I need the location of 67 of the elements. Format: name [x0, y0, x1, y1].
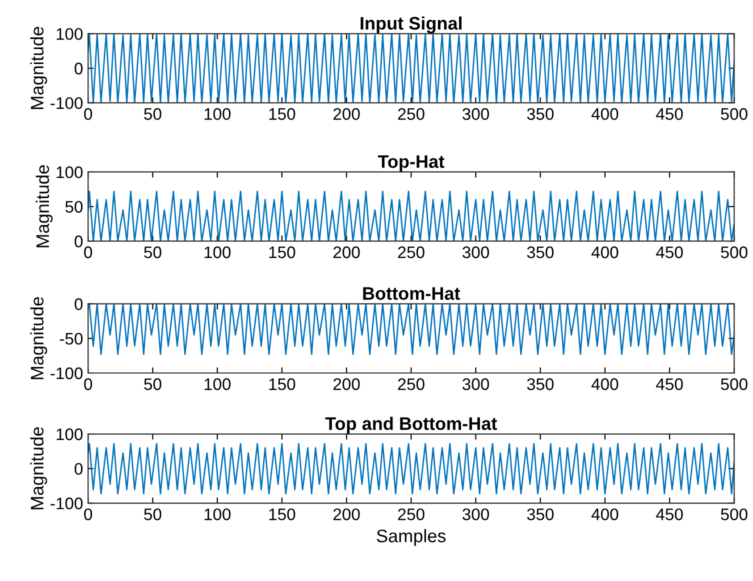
x-tick-label: 300: [462, 378, 489, 390]
x-tick-label: 300: [462, 108, 489, 120]
x-tick-label: 500: [720, 246, 748, 258]
x-tick-label: 350: [527, 108, 554, 120]
x-tick-label: 50: [144, 378, 162, 390]
x-tick-label: 500: [720, 508, 748, 520]
y-tick-label: 0: [74, 62, 83, 74]
x-tick-label: 200: [333, 108, 360, 120]
x-tick-label: 150: [269, 246, 296, 258]
y-axis-title: Magnitude: [30, 297, 48, 380]
x-tick-label: 350: [527, 378, 554, 390]
chart-title: Top and Bottom-Hat: [325, 416, 498, 434]
y-tick-label: -100: [50, 367, 83, 380]
x-tick-label: 150: [269, 508, 296, 520]
line-series: [88, 34, 734, 103]
chart-title: Top-Hat: [378, 155, 444, 172]
chart-title: Input Signal: [360, 16, 462, 34]
x-tick-label: 100: [204, 246, 231, 258]
x-tick-label: 250: [398, 378, 424, 390]
x-tick-label: 0: [84, 246, 92, 258]
y-tick-label: 0: [74, 298, 83, 310]
line-series: [88, 442, 734, 495]
x-tick-label: 100: [204, 378, 231, 390]
y-tick-label: -100: [50, 97, 83, 110]
x-tick-label: 200: [333, 508, 360, 520]
y-tick-label: 100: [56, 428, 83, 440]
x-tick-label: 400: [591, 246, 618, 258]
x-tick-label: 300: [462, 508, 489, 520]
y-axis-title: Magnitude: [36, 165, 53, 248]
x-tick-label: 250: [398, 508, 424, 520]
y-tick-label: 0: [74, 236, 83, 248]
x-tick-label: 500: [720, 378, 748, 390]
x-tick-label: 150: [269, 108, 296, 120]
x-tick-label: 400: [591, 378, 618, 390]
x-tick-label: 50: [144, 246, 162, 258]
x-tick-label: 450: [656, 246, 683, 258]
x-tick-label: 0: [84, 378, 92, 390]
x-tick-label: 300: [462, 246, 489, 258]
x-tick-label: 450: [656, 508, 683, 520]
x-tick-label: 200: [333, 378, 360, 390]
x-tick-label: 0: [84, 108, 92, 120]
x-tick-label: 0: [84, 508, 92, 520]
x-tick-label: 500: [720, 108, 748, 120]
x-tick-label: 100: [204, 508, 231, 520]
x-tick-label: 250: [398, 246, 424, 258]
x-tick-label: 350: [527, 508, 554, 520]
x-tick-label: 250: [398, 108, 424, 120]
y-tick-label: 0: [74, 462, 83, 475]
x-tick-label: 450: [656, 108, 683, 120]
x-tick-label: 200: [333, 246, 360, 258]
y-axis-title: Magnitude: [30, 427, 48, 510]
y-tick-label: 50: [65, 200, 83, 213]
x-tick-label: 50: [144, 108, 162, 120]
x-tick-label: 50: [144, 508, 162, 520]
y-tick-label: -50: [60, 332, 83, 345]
y-tick-label: -100: [50, 498, 83, 510]
x-tick-label: 400: [591, 108, 618, 120]
chart-title: Bottom-Hat: [363, 287, 460, 300]
x-axis-title: Samples: [376, 529, 446, 546]
x-tick-label: 400: [591, 508, 618, 520]
y-axis-title: Magnitude: [30, 26, 48, 109]
x-tick-label: 150: [269, 378, 296, 390]
y-tick-label: 100: [56, 28, 83, 40]
x-tick-label: 450: [656, 378, 683, 390]
x-tick-label: 100: [204, 108, 231, 120]
y-tick-label: 100: [56, 166, 83, 178]
x-tick-label: 350: [527, 246, 554, 258]
